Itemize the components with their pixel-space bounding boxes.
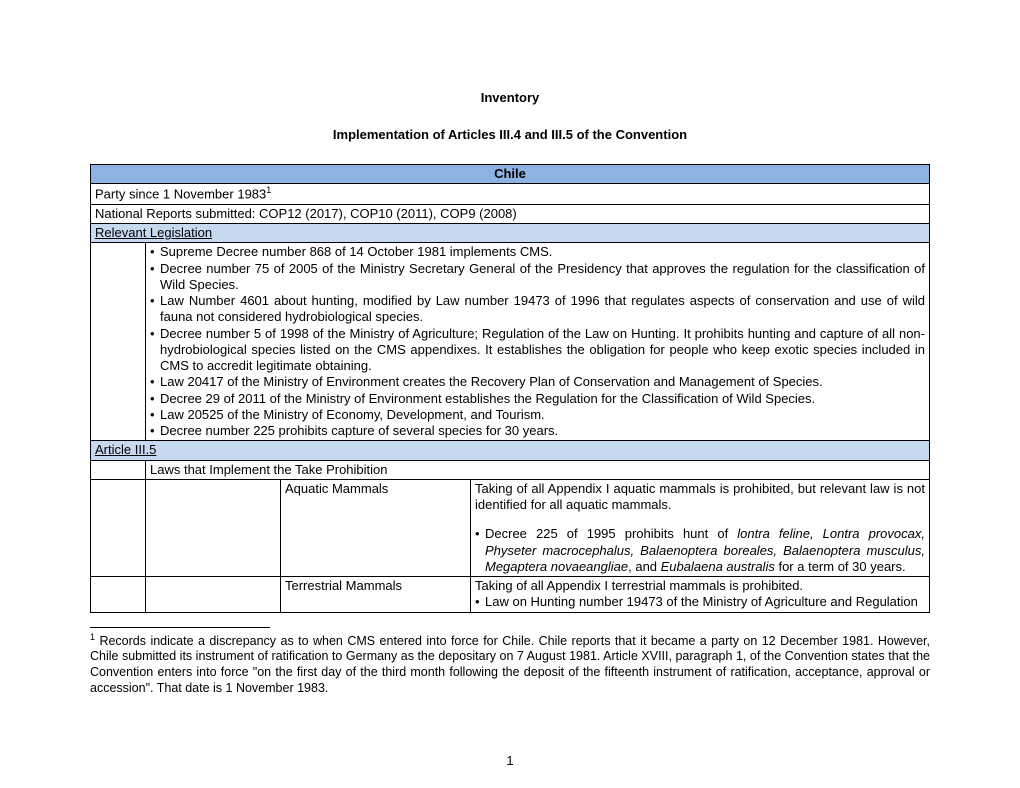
terrestrial-bullet-1: Law on Hunting number 19473 of the Minis… — [475, 594, 925, 610]
aquatic-intro: Taking of all Appendix I aquatic mammals… — [475, 481, 925, 514]
laws-header-row: Laws that Implement the Take Prohibition — [91, 460, 930, 479]
legislation-bullet: Law Number 4601 about hunting, modified … — [150, 293, 925, 326]
terrestrial-label: Terrestrial Mammals — [281, 577, 471, 613]
national-reports-cell: National Reports submitted: COP12 (2017)… — [91, 204, 930, 223]
country-header-row: Chile — [91, 165, 930, 184]
legislation-bullet: Decree number 75 of 2005 of the Ministry… — [150, 261, 925, 294]
terrestrial-content: Taking of all Appendix I terrestrial mam… — [471, 577, 930, 613]
footnote-separator — [90, 627, 270, 628]
legislation-bullet: Decree number 225 prohibits capture of s… — [150, 423, 925, 439]
terrestrial-intro: Taking of all Appendix I terrestrial mam… — [475, 578, 925, 594]
party-since-cell: Party since 1 November 19831 — [91, 184, 930, 205]
article-section-cell: Article III.5 — [91, 441, 930, 460]
party-since-text: Party since 1 November 1983 — [95, 187, 266, 202]
legislation-bullet: Decree 29 of 2011 of the Ministry of Env… — [150, 391, 925, 407]
party-since-row: Party since 1 November 19831 — [91, 184, 930, 205]
legislation-bullets-cell: Supreme Decree number 868 of 14 October … — [146, 243, 930, 441]
page-number: 1 — [0, 753, 1020, 768]
article-section-row: Article III.5 — [91, 441, 930, 460]
doc-subtitle: Implementation of Articles III.4 and III… — [90, 127, 930, 142]
doc-title: Inventory — [90, 90, 930, 105]
national-reports-row: National Reports submitted: COP12 (2017)… — [91, 204, 930, 223]
aquatic-empty1 — [91, 479, 146, 576]
legislation-bullet-list: Supreme Decree number 868 of 14 October … — [150, 244, 925, 439]
terrestrial-empty2 — [146, 577, 281, 613]
legislation-section-row: Relevant Legislation — [91, 224, 930, 243]
aquatic-content: Taking of all Appendix I aquatic mammals… — [471, 479, 930, 576]
legislation-bullet: Decree number 5 of 1998 of the Ministry … — [150, 326, 925, 375]
aquatic-label: Aquatic Mammals — [281, 479, 471, 576]
terrestrial-row: Terrestrial Mammals Taking of all Append… — [91, 577, 930, 613]
inventory-table: Chile Party since 1 November 19831 Natio… — [90, 164, 930, 613]
document-page: Inventory Implementation of Articles III… — [0, 0, 1020, 788]
legislation-section-label: Relevant Legislation — [95, 225, 212, 240]
laws-header-empty — [91, 460, 146, 479]
legislation-bullet: Supreme Decree number 868 of 14 October … — [150, 244, 925, 260]
legislation-bullet: Law 20525 of the Ministry of Economy, De… — [150, 407, 925, 423]
terrestrial-bullets: Law on Hunting number 19473 of the Minis… — [475, 594, 925, 610]
terrestrial-empty1 — [91, 577, 146, 613]
legislation-bullet: Law 20417 of the Ministry of Environment… — [150, 374, 925, 390]
footnote: 1 Records indicate a discrepancy as to w… — [90, 632, 930, 697]
legislation-section-cell: Relevant Legislation — [91, 224, 930, 243]
legislation-empty-cell — [91, 243, 146, 441]
party-since-superscript: 1 — [266, 185, 271, 195]
laws-header-cell: Laws that Implement the Take Prohibition — [146, 460, 930, 479]
footnote-text: Records indicate a discrepancy as to whe… — [90, 634, 930, 695]
aquatic-bullet-pre: Decree 225 of 1995 prohibits hunt of — [485, 526, 737, 541]
aquatic-bullet-post: for a term of 30 years. — [775, 559, 906, 574]
aquatic-bullet-1: Decree 225 of 1995 prohibits hunt of lon… — [475, 526, 925, 575]
legislation-content-row: Supreme Decree number 868 of 14 October … — [91, 243, 930, 441]
aquatic-row: Aquatic Mammals Taking of all Appendix I… — [91, 479, 930, 576]
aquatic-empty2 — [146, 479, 281, 576]
country-header: Chile — [91, 165, 930, 184]
aquatic-bullet-mid: , and — [628, 559, 661, 574]
aquatic-bullet-italics2: Eubalaena australis — [661, 559, 775, 574]
article-section-label: Article III.5 — [95, 442, 156, 457]
aquatic-bullets: Decree 225 of 1995 prohibits hunt of lon… — [475, 526, 925, 575]
